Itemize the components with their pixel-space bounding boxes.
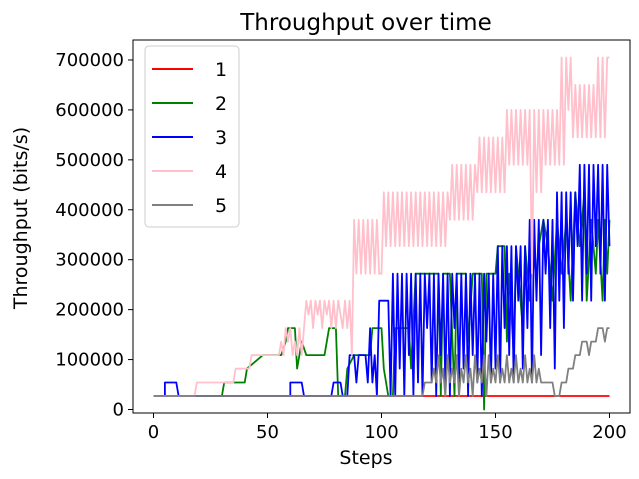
x-tick-label: 150 [478,422,512,443]
legend-items: 1 2 3 4 5 [152,59,227,217]
chart-title: Throughput over time [239,10,491,36]
x-axis-ticks: 0 50 100 150 200 [148,413,627,443]
legend-label-2: 2 [215,93,227,115]
legend-label-1: 1 [215,59,227,81]
x-tick-label: 200 [592,422,626,443]
y-tick-label: 600000 [55,100,124,121]
y-tick-label: 300000 [55,250,124,271]
y-tick-label: 100000 [55,350,124,371]
y-tick-label: 0 [113,400,124,421]
x-axis-title: Steps [339,447,392,469]
series-4-line [153,56,610,397]
series-3-line [153,163,611,397]
series-layer [153,56,611,411]
y-axis-title: Throughput (bits/s) [10,127,32,310]
y-tick-label: 400000 [55,200,124,221]
series-5-line [153,327,610,397]
y-tick-label: 200000 [55,300,124,321]
y-tick-label: 500000 [55,150,124,171]
x-tick-label: 50 [256,422,279,443]
legend-label-5: 5 [215,195,227,217]
legend: 1 2 3 4 5 [144,45,240,228]
y-tick-label: 700000 [55,50,124,71]
x-tick-label: 0 [148,422,159,443]
legend-label-3: 3 [215,127,227,149]
x-tick-label: 100 [364,422,398,443]
y-axis-ticks: 0 100000 200000 300000 400000 500000 600000 700… [55,50,133,421]
legend-label-4: 4 [215,161,227,183]
